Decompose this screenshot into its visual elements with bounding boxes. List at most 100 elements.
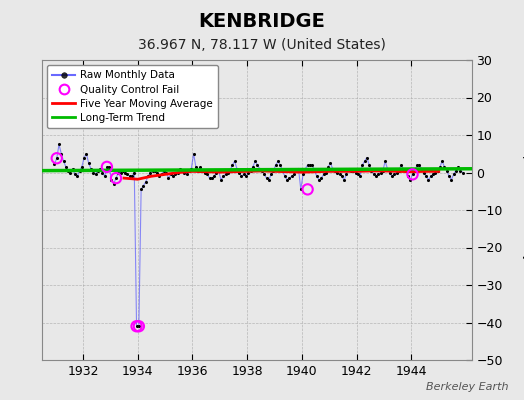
- Point: [224, 169, 232, 176]
- Point: [201, 169, 209, 176]
- Point: [57, 150, 66, 157]
- Point: [429, 171, 437, 178]
- Point: [342, 171, 351, 178]
- Point: [399, 166, 408, 172]
- Point: [305, 162, 314, 168]
- Point: [112, 175, 120, 181]
- Point: [228, 162, 236, 168]
- Point: [269, 168, 278, 174]
- Point: [445, 173, 453, 180]
- Point: [194, 168, 202, 174]
- Point: [358, 162, 367, 168]
- Point: [267, 171, 275, 178]
- Point: [337, 173, 346, 180]
- Point: [420, 169, 428, 176]
- Point: [94, 168, 102, 174]
- Point: [301, 166, 310, 172]
- Text: 36.967 N, 78.117 W (United States): 36.967 N, 78.117 W (United States): [138, 38, 386, 52]
- Point: [322, 169, 330, 176]
- Point: [96, 166, 104, 172]
- Point: [133, 323, 141, 330]
- Point: [89, 169, 97, 176]
- Point: [103, 164, 111, 170]
- Point: [456, 168, 465, 174]
- Point: [126, 173, 134, 180]
- Point: [59, 158, 68, 164]
- Point: [381, 158, 389, 164]
- Point: [244, 169, 253, 176]
- Point: [422, 173, 430, 180]
- Point: [388, 173, 396, 180]
- Point: [433, 168, 442, 174]
- Point: [101, 173, 109, 180]
- Point: [73, 173, 81, 180]
- Point: [408, 171, 417, 178]
- Point: [401, 168, 410, 174]
- Point: [376, 169, 385, 176]
- Point: [176, 166, 184, 172]
- Point: [413, 162, 421, 168]
- Legend: Raw Monthly Data, Quality Control Fail, Five Year Moving Average, Long-Term Tren: Raw Monthly Data, Quality Control Fail, …: [47, 65, 219, 128]
- Point: [217, 177, 225, 183]
- Point: [105, 164, 113, 170]
- Point: [219, 173, 227, 180]
- Point: [52, 155, 61, 162]
- Point: [180, 169, 189, 176]
- Point: [233, 166, 241, 172]
- Point: [103, 164, 111, 170]
- Point: [171, 171, 180, 178]
- Point: [260, 171, 268, 178]
- Point: [303, 186, 312, 192]
- Point: [258, 168, 266, 174]
- Point: [406, 177, 414, 183]
- Point: [390, 171, 398, 178]
- Point: [404, 173, 412, 180]
- Point: [182, 171, 191, 178]
- Point: [187, 166, 195, 172]
- Point: [290, 171, 298, 178]
- Point: [308, 162, 316, 168]
- Point: [246, 168, 255, 174]
- Point: [285, 175, 293, 181]
- Point: [253, 162, 261, 168]
- Point: [162, 169, 170, 176]
- Point: [392, 169, 401, 176]
- Point: [438, 158, 446, 164]
- Point: [386, 169, 394, 176]
- Point: [141, 179, 150, 185]
- Point: [196, 164, 205, 170]
- Point: [408, 171, 417, 178]
- Point: [221, 171, 230, 178]
- Point: [110, 180, 118, 187]
- Point: [276, 162, 285, 168]
- Point: [374, 171, 383, 178]
- Point: [365, 162, 374, 168]
- Point: [356, 173, 364, 180]
- Point: [153, 169, 161, 176]
- Point: [440, 164, 449, 170]
- Point: [205, 175, 214, 181]
- Point: [62, 164, 70, 170]
- Point: [87, 166, 95, 172]
- Point: [155, 173, 163, 180]
- Point: [347, 168, 355, 174]
- Point: [212, 169, 221, 176]
- Point: [80, 154, 89, 161]
- Point: [107, 177, 116, 183]
- Point: [169, 173, 177, 180]
- Point: [185, 168, 193, 174]
- Point: [351, 169, 359, 176]
- Point: [165, 175, 173, 181]
- Text: KENBRIDGE: KENBRIDGE: [199, 12, 325, 31]
- Point: [349, 168, 357, 174]
- Point: [235, 169, 243, 176]
- Point: [242, 173, 250, 180]
- Point: [263, 175, 271, 181]
- Point: [324, 164, 332, 170]
- Point: [231, 158, 239, 164]
- Point: [454, 164, 462, 170]
- Point: [118, 168, 127, 174]
- Point: [379, 168, 387, 174]
- Point: [361, 158, 369, 164]
- Point: [297, 186, 305, 192]
